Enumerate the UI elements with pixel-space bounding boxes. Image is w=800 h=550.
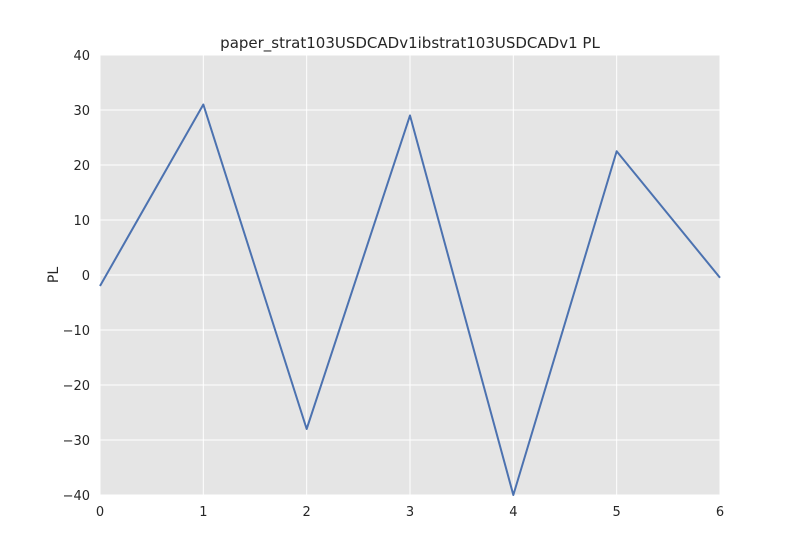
y-axis-ticks: 40 30 20 10 0 −10 −20 −30 −40 bbox=[63, 49, 90, 504]
x-tick-label: 5 bbox=[613, 505, 621, 520]
x-tick-label: 6 bbox=[716, 505, 724, 520]
y-tick-label: −40 bbox=[63, 489, 90, 504]
grid-lines bbox=[99, 54, 721, 496]
chart-title: paper_strat103USDCADv1ibstrat103USDCADv1… bbox=[220, 34, 600, 53]
y-axis-label: PL bbox=[46, 267, 62, 283]
x-tick-label: 0 bbox=[96, 505, 104, 520]
y-tick-label: 10 bbox=[73, 214, 90, 229]
x-axis-ticks: 0 1 2 3 4 5 6 bbox=[96, 505, 724, 520]
y-tick-label: −10 bbox=[63, 324, 90, 339]
y-tick-label: −20 bbox=[63, 379, 90, 394]
x-tick-label: 4 bbox=[509, 505, 517, 520]
y-tick-label: 40 bbox=[73, 49, 90, 64]
series-line bbox=[99, 103, 721, 496]
x-tick-label: 1 bbox=[199, 505, 207, 520]
y-tick-label: 0 bbox=[82, 269, 90, 284]
series-group bbox=[99, 103, 721, 496]
x-tick-label: 3 bbox=[406, 505, 414, 520]
x-tick-label: 2 bbox=[303, 505, 311, 520]
y-tick-label: −30 bbox=[63, 434, 90, 449]
y-tick-label: 20 bbox=[73, 159, 90, 174]
y-tick-label: 30 bbox=[73, 104, 90, 119]
